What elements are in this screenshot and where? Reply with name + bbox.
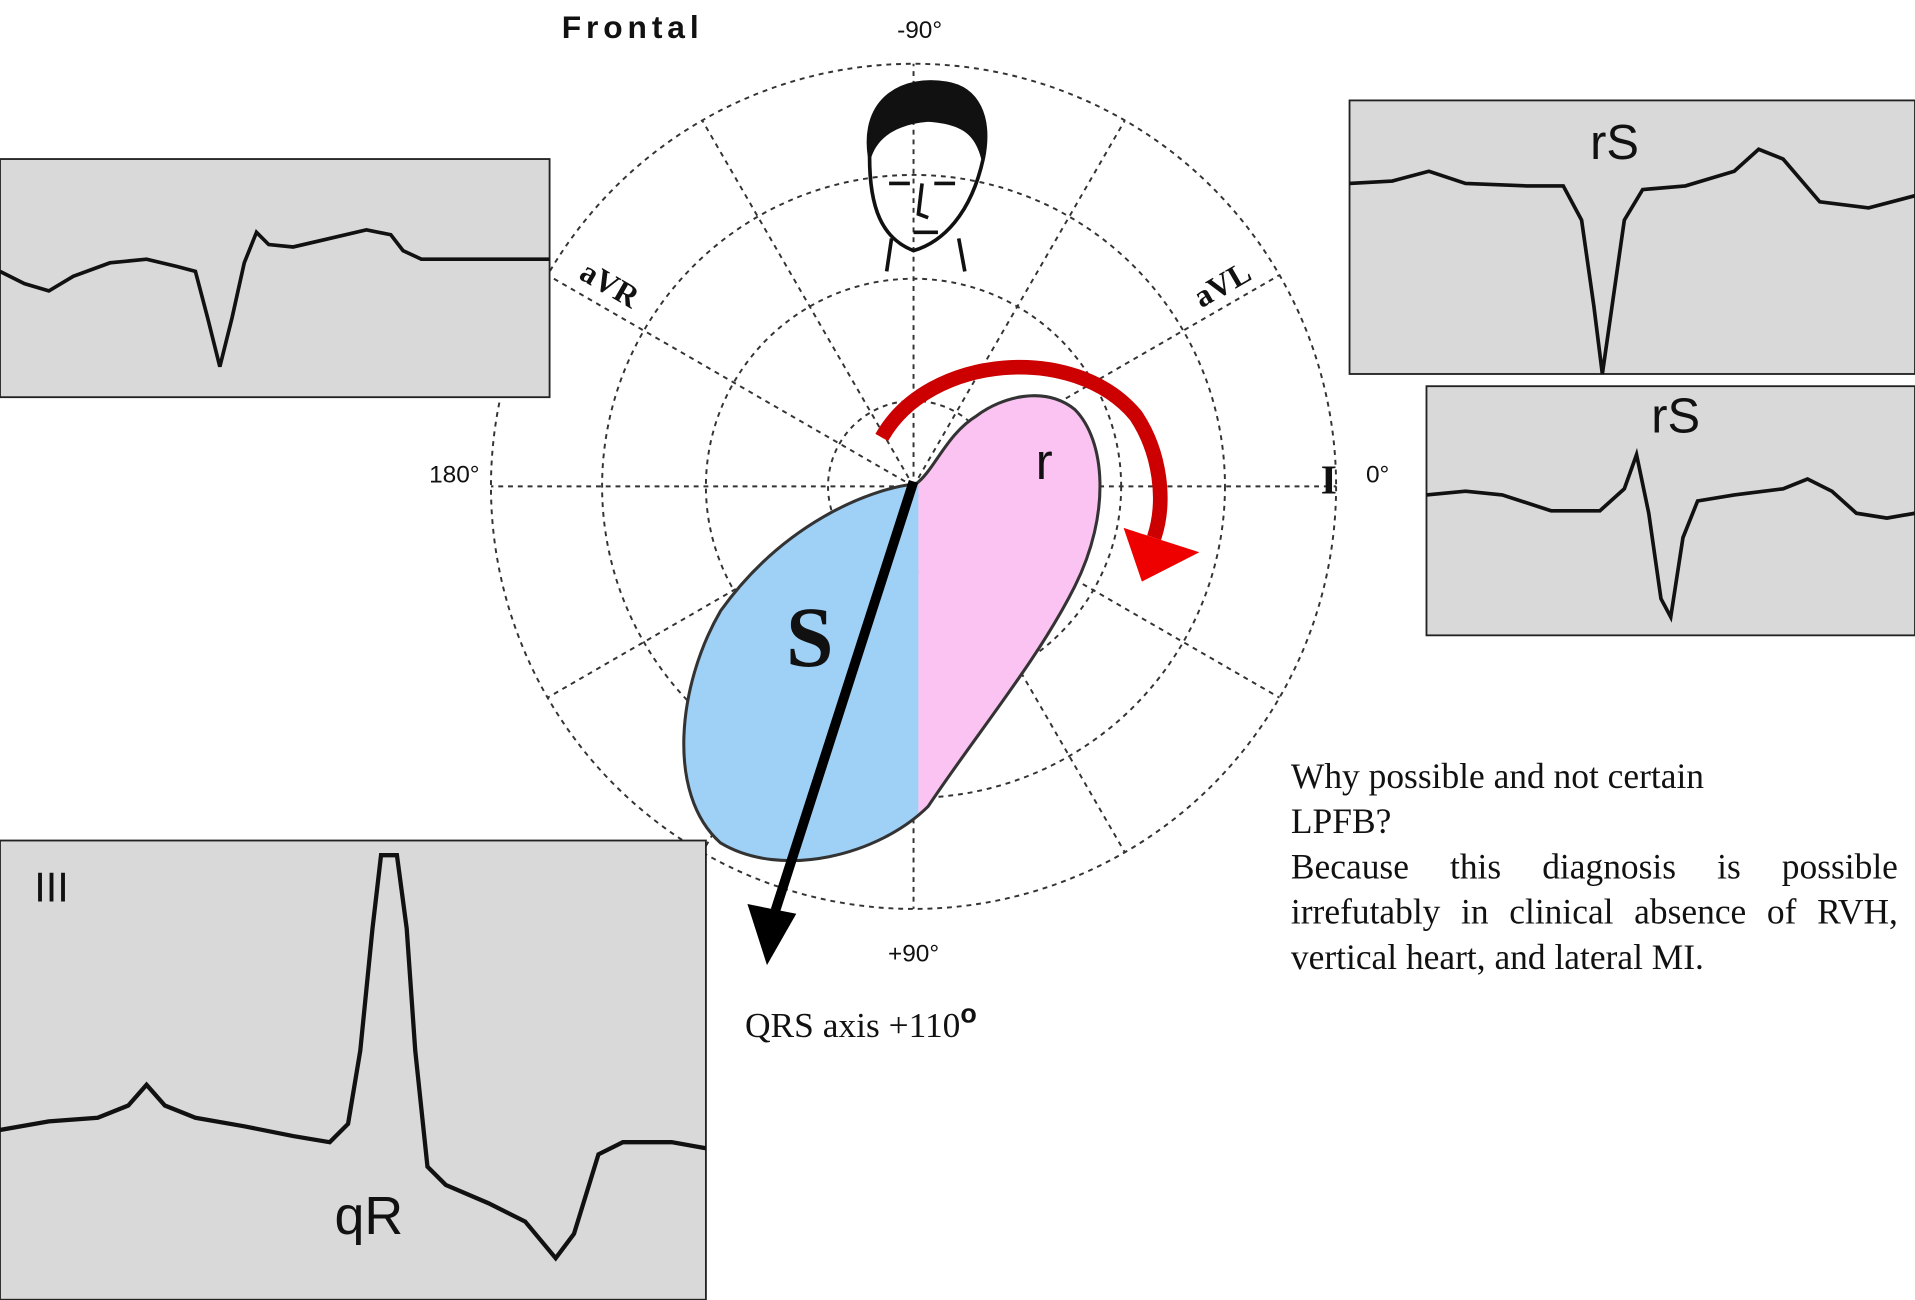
lead-label: I <box>1321 457 1337 503</box>
ecg-label: III <box>34 864 69 911</box>
axis-label: 180° <box>429 462 479 489</box>
title: Frontal <box>562 9 704 45</box>
ecg-label: qR <box>334 1186 403 1246</box>
loop-label: S <box>786 591 834 685</box>
lead-label: aVL <box>1187 254 1256 314</box>
axis-label: 0° <box>1366 462 1389 489</box>
note: Why possible and not certain LPFB? Becau… <box>1291 755 1898 981</box>
qrs-loop: r S <box>684 396 1100 861</box>
ecg-avr <box>0 159 550 397</box>
spoke <box>548 275 914 486</box>
loop-label: r <box>1036 433 1053 490</box>
qrs-axis-degree: o <box>960 998 976 1028</box>
lead-label: aVR <box>574 254 646 316</box>
note-question: Why possible and not certain LPFB? <box>1291 755 1804 845</box>
page: {"title": "Frontal", "axis": {"top": "-9… <box>0 0 1915 1300</box>
qrs-axis-label: QRS axis +110o <box>745 998 977 1045</box>
note-box: Why possible and not certain LPFB? Becau… <box>1291 755 1898 1073</box>
ecg-label: rS <box>1651 390 1700 444</box>
ecg-label: rS <box>1590 116 1639 170</box>
qrs-axis-text: QRS axis +110 <box>745 1005 960 1045</box>
axis-label: -90° <box>897 17 942 44</box>
axis-label: +90° <box>888 940 939 967</box>
ecg-mid-right: rS <box>1426 386 1915 635</box>
diagram: rS rS III qR r S Frontal -90° 180° <box>0 0 1915 1300</box>
ecg-top-right: rS <box>1350 100 1915 374</box>
ecg-lead-iii: III qR <box>0 841 706 1300</box>
note-answer: Because this diagnosis is possible irref… <box>1291 845 1898 981</box>
